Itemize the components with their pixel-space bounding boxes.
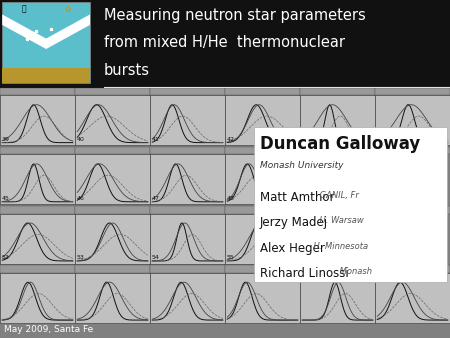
FancyBboxPatch shape: [75, 88, 150, 95]
Text: Measuring neutron star parameters: Measuring neutron star parameters: [104, 8, 365, 23]
FancyBboxPatch shape: [300, 147, 375, 154]
Text: bursts: bursts: [104, 63, 149, 77]
Text: 📖: 📖: [22, 5, 27, 14]
Text: 40: 40: [77, 137, 85, 142]
FancyBboxPatch shape: [0, 214, 75, 264]
Text: Duncan Galloway: Duncan Galloway: [260, 135, 420, 153]
FancyBboxPatch shape: [225, 147, 300, 154]
FancyBboxPatch shape: [225, 214, 300, 264]
Polygon shape: [2, 15, 90, 49]
Text: 54: 54: [152, 255, 160, 260]
FancyBboxPatch shape: [375, 273, 450, 323]
Text: 41: 41: [152, 137, 160, 142]
FancyBboxPatch shape: [300, 95, 375, 145]
Text: Monash University: Monash University: [260, 161, 343, 170]
Text: 45: 45: [2, 196, 10, 201]
FancyBboxPatch shape: [150, 154, 225, 204]
FancyBboxPatch shape: [225, 88, 300, 95]
FancyBboxPatch shape: [300, 273, 375, 323]
Text: Monash: Monash: [338, 267, 372, 276]
FancyBboxPatch shape: [375, 147, 450, 154]
FancyBboxPatch shape: [150, 95, 225, 145]
Text: Richard Linossi: Richard Linossi: [260, 267, 348, 280]
FancyBboxPatch shape: [225, 154, 300, 204]
FancyBboxPatch shape: [375, 265, 450, 273]
Text: 39: 39: [2, 137, 10, 142]
FancyBboxPatch shape: [225, 206, 300, 214]
Text: 48: 48: [227, 196, 235, 201]
Text: 55: 55: [227, 255, 234, 260]
FancyBboxPatch shape: [0, 88, 450, 338]
FancyBboxPatch shape: [0, 206, 75, 214]
FancyBboxPatch shape: [150, 273, 225, 323]
Text: May 2009, Santa Fe: May 2009, Santa Fe: [4, 325, 93, 334]
Text: from mixed H/He  thermonuclear: from mixed H/He thermonuclear: [104, 35, 345, 50]
FancyBboxPatch shape: [225, 273, 300, 323]
FancyBboxPatch shape: [150, 214, 225, 264]
Text: ⚙: ⚙: [65, 5, 72, 14]
FancyBboxPatch shape: [375, 206, 450, 214]
FancyBboxPatch shape: [75, 273, 150, 323]
FancyBboxPatch shape: [75, 214, 150, 264]
Text: Jerzy Madej: Jerzy Madej: [260, 216, 328, 229]
FancyBboxPatch shape: [2, 2, 90, 83]
FancyBboxPatch shape: [300, 206, 375, 214]
Text: 47: 47: [152, 196, 160, 201]
FancyBboxPatch shape: [0, 273, 75, 323]
FancyBboxPatch shape: [375, 88, 450, 95]
FancyBboxPatch shape: [75, 95, 150, 145]
Text: GANIL, Fr: GANIL, Fr: [317, 191, 359, 200]
FancyBboxPatch shape: [75, 265, 150, 273]
FancyBboxPatch shape: [0, 154, 75, 204]
Text: Matt Amthor: Matt Amthor: [260, 191, 334, 204]
FancyBboxPatch shape: [150, 147, 225, 154]
Text: 53: 53: [77, 255, 85, 260]
FancyBboxPatch shape: [0, 88, 75, 95]
FancyBboxPatch shape: [75, 154, 150, 204]
FancyBboxPatch shape: [75, 147, 150, 154]
Text: 52: 52: [2, 255, 10, 260]
Text: 46: 46: [77, 196, 85, 201]
FancyBboxPatch shape: [375, 95, 450, 145]
FancyBboxPatch shape: [300, 265, 375, 273]
Text: U. Warsaw: U. Warsaw: [317, 216, 363, 225]
FancyBboxPatch shape: [300, 88, 375, 95]
FancyBboxPatch shape: [150, 265, 225, 273]
FancyBboxPatch shape: [0, 147, 75, 154]
FancyBboxPatch shape: [0, 95, 75, 145]
FancyBboxPatch shape: [2, 68, 90, 83]
Text: U. Minnesota: U. Minnesota: [311, 242, 369, 251]
FancyBboxPatch shape: [75, 206, 150, 214]
FancyBboxPatch shape: [254, 127, 447, 282]
FancyBboxPatch shape: [225, 95, 300, 145]
Text: 42: 42: [227, 137, 235, 142]
Text: 43: 43: [302, 137, 310, 142]
FancyBboxPatch shape: [225, 265, 300, 273]
FancyBboxPatch shape: [0, 265, 75, 273]
Text: 44: 44: [377, 137, 385, 142]
Text: Alex Heger: Alex Heger: [260, 242, 324, 255]
FancyBboxPatch shape: [150, 88, 225, 95]
FancyBboxPatch shape: [150, 206, 225, 214]
